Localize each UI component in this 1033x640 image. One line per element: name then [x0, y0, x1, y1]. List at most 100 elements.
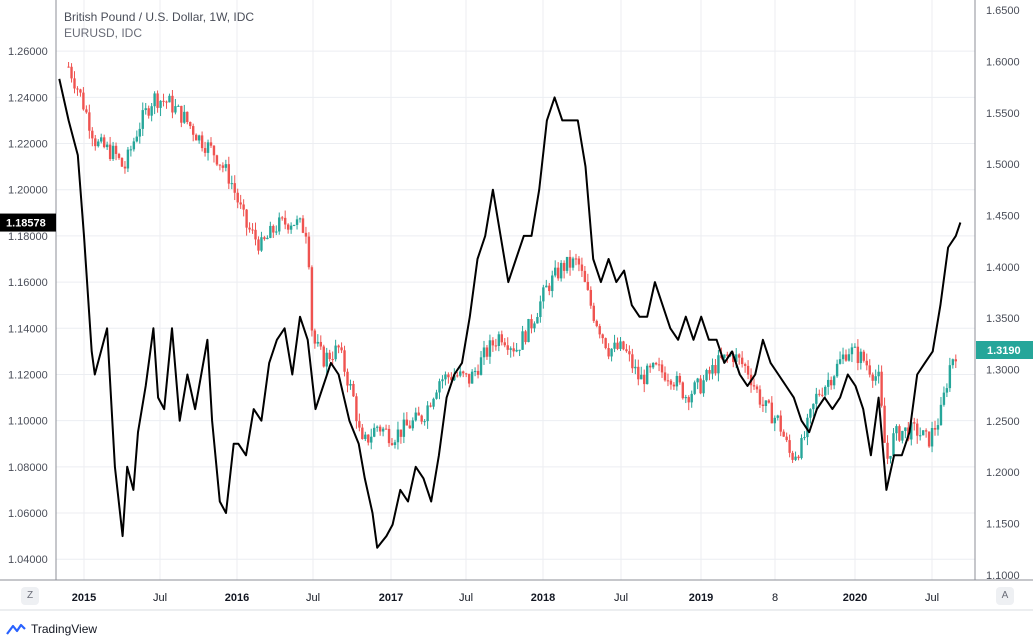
candle-body [779, 415, 782, 432]
candle-body [488, 340, 492, 357]
candle-body [390, 443, 394, 446]
candle-body [746, 365, 750, 375]
auto-scale-button[interactable]: A [996, 587, 1014, 605]
candle-body [702, 380, 705, 394]
candle-body [150, 106, 153, 116]
candle-body [186, 111, 189, 123]
candle-body [954, 359, 957, 362]
candle-body [631, 354, 634, 369]
candle-body [355, 396, 358, 422]
candle-body [292, 224, 296, 226]
candle-body [251, 229, 254, 231]
candle-body [717, 355, 720, 374]
candle-body [856, 346, 860, 364]
candle-body [829, 379, 833, 386]
candle-body [206, 142, 210, 153]
zoom-button[interactable]: Z [21, 587, 39, 605]
candle-body [824, 386, 827, 396]
candle-body [349, 383, 352, 386]
tradingview-brand[interactable]: TradingView [6, 620, 97, 638]
candle-body [482, 347, 486, 358]
candle-body [918, 435, 922, 437]
candle-body [301, 218, 305, 233]
candle-body [147, 108, 150, 116]
candle-body [218, 164, 222, 166]
candle-body [913, 422, 916, 424]
candle-body [272, 225, 275, 233]
compare-symbol-title[interactable]: EURUSD, IDC [64, 26, 143, 40]
candle-body [153, 93, 156, 107]
candle-body [539, 301, 542, 318]
time-tick-label: Jul [153, 592, 167, 604]
time-axis-labels: 2015 Jul 2016 Jul 2017 Jul 2018 Jul 2019 8 2020 Jul [72, 592, 939, 604]
candle-body [577, 258, 581, 265]
candle-body [865, 360, 868, 366]
candle-body [574, 258, 578, 260]
candle-body [459, 371, 462, 376]
candle-body [767, 400, 771, 403]
candle-body [260, 237, 263, 251]
candle-body [79, 89, 82, 93]
candle-body [752, 385, 756, 387]
left-axis-labels: 1.26000 1.24000 1.22000 1.20000 1.18000 1.160… [8, 46, 48, 566]
candle-body [788, 440, 791, 453]
time-tick-label: Jul [925, 592, 939, 604]
candle-body [361, 427, 364, 440]
eurusd-series-line [58, 78, 962, 549]
candle-body [758, 389, 762, 405]
right-tick-label: 1.3000 [986, 365, 1020, 377]
candle-body [171, 95, 174, 113]
candle-body [263, 237, 266, 240]
candle-body [257, 239, 260, 251]
candle-body [844, 354, 848, 361]
candle-body [681, 382, 685, 399]
candle-body [916, 423, 919, 436]
candle-body [254, 229, 257, 240]
candle-body [910, 422, 913, 440]
candle-body [895, 426, 898, 434]
candle-body [334, 345, 337, 360]
candle-body [675, 375, 679, 387]
candle-body [411, 420, 414, 429]
candle-body [120, 157, 124, 167]
candle-body [773, 417, 776, 424]
candle-body [180, 105, 183, 123]
left-tick-label: 1.06000 [8, 508, 48, 520]
candle-body [88, 112, 91, 131]
candle-body [378, 426, 382, 432]
candle-body [693, 382, 696, 394]
candle-body [723, 354, 726, 358]
main-symbol-title[interactable]: British Pound / U.S. Dollar, 1W, IDC [64, 10, 255, 24]
candle-body [595, 320, 598, 327]
candle-body [936, 425, 940, 430]
time-tick-label: 2017 [379, 592, 403, 604]
candle-body [126, 149, 130, 169]
candle-body [414, 412, 417, 421]
candle-body [797, 456, 800, 459]
candle-body [497, 334, 501, 346]
candle-body [224, 164, 228, 168]
candle-body [562, 262, 566, 271]
candle-body [266, 237, 269, 240]
candle-body [408, 425, 412, 429]
candle-body [473, 370, 477, 372]
candle-body [328, 352, 331, 360]
candle-body [660, 364, 664, 373]
left-tick-label: 1.16000 [8, 277, 48, 289]
candle-body [892, 433, 895, 456]
candle-body [117, 153, 121, 158]
candle-body [435, 392, 438, 399]
brand-label: TradingView [31, 622, 98, 636]
candle-body [281, 217, 284, 219]
candle-body [666, 380, 670, 382]
candle-body [850, 347, 854, 355]
candle-body [399, 429, 403, 437]
candle-body [542, 287, 545, 302]
candle-body [527, 319, 530, 343]
candle-body [862, 351, 866, 361]
candle-body [841, 354, 845, 360]
candle-body [948, 365, 952, 389]
time-tick-label: 2018 [531, 592, 555, 604]
candle-body [245, 209, 248, 228]
